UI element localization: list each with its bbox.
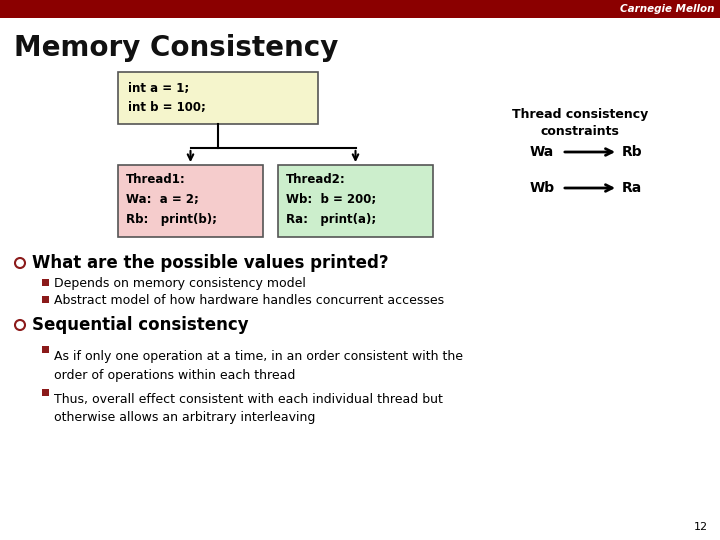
Text: Memory Consistency: Memory Consistency — [14, 34, 338, 62]
Text: As if only one operation at a time, in an order consistent with the
order of ope: As if only one operation at a time, in a… — [54, 350, 463, 381]
Text: Thread2:
Wb:  b = 200;
Ra:   print(a);: Thread2: Wb: b = 200; Ra: print(a); — [286, 173, 377, 226]
Text: int a = 1;
int b = 100;: int a = 1; int b = 100; — [128, 82, 206, 114]
Text: What are the possible values printed?: What are the possible values printed? — [32, 254, 389, 272]
Text: Carnegie Mellon: Carnegie Mellon — [619, 4, 714, 14]
Text: 12: 12 — [694, 522, 708, 532]
Bar — [0, 0, 720, 18]
Bar — [42, 296, 49, 303]
Text: Thread consistency
constraints: Thread consistency constraints — [512, 108, 648, 138]
Text: Thread1:
Wa:  a = 2;
Rb:   print(b);: Thread1: Wa: a = 2; Rb: print(b); — [126, 173, 217, 226]
Bar — [42, 389, 49, 396]
Bar — [278, 165, 433, 237]
Text: Abstract model of how hardware handles concurrent accesses: Abstract model of how hardware handles c… — [54, 294, 444, 307]
Text: Rb: Rb — [622, 145, 643, 159]
Text: Thus, overall effect consistent with each individual thread but
otherwise allows: Thus, overall effect consistent with eac… — [54, 393, 443, 424]
Bar — [118, 72, 318, 124]
Bar — [42, 346, 49, 353]
Text: Wb: Wb — [530, 181, 555, 195]
Text: Sequential consistency: Sequential consistency — [32, 316, 248, 334]
Text: Depends on memory consistency model: Depends on memory consistency model — [54, 276, 306, 289]
Text: Wa: Wa — [530, 145, 554, 159]
Text: Ra: Ra — [622, 181, 642, 195]
Bar — [42, 279, 49, 286]
Bar — [118, 165, 263, 237]
